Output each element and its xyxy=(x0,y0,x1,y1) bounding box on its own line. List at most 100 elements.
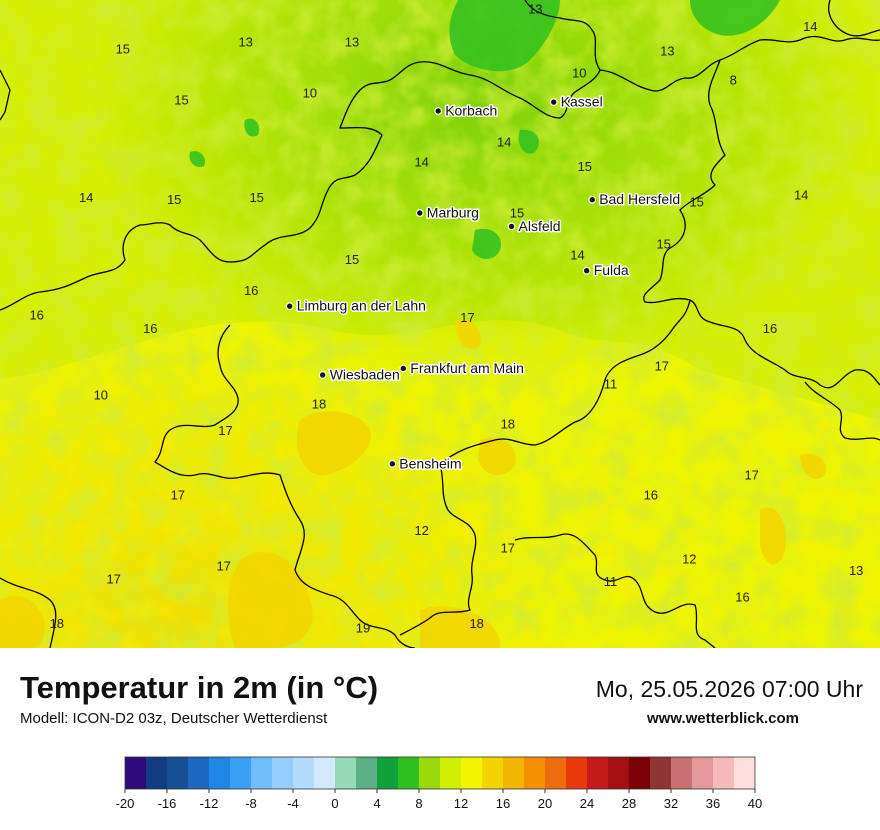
city-name: Korbach xyxy=(445,103,497,119)
legend-tick-label: 12 xyxy=(454,796,468,811)
legend-tick-label: -16 xyxy=(158,796,177,811)
temperature-label: 12 xyxy=(682,552,696,567)
temperature-label: 17 xyxy=(171,487,185,502)
city-name: Marburg xyxy=(427,205,479,221)
map-title: Temperatur in 2m (in °C) xyxy=(20,670,379,705)
temperature-label: 17 xyxy=(744,467,758,482)
city-alsfeld: Alsfeld xyxy=(507,216,562,235)
temperature-label: 19 xyxy=(356,621,370,636)
legend-color-cell xyxy=(566,757,588,789)
city-korbach: Korbach xyxy=(434,101,499,120)
temperature-label: 16 xyxy=(244,283,258,298)
legend-color-cell xyxy=(125,757,147,789)
temperature-label: 17 xyxy=(218,423,232,438)
legend-color-cell xyxy=(503,757,525,789)
temperature-label: 14 xyxy=(79,190,93,205)
legend-tick-label: 8 xyxy=(415,796,422,811)
city-dot xyxy=(399,364,408,373)
city-name: Bensheim xyxy=(399,455,461,471)
temperature-label: 15 xyxy=(167,192,181,207)
temperature-label: 13 xyxy=(238,35,252,50)
legend-tick-label: 24 xyxy=(580,796,594,811)
temperature-label: 18 xyxy=(501,416,515,431)
temperature-label: 14 xyxy=(570,248,584,263)
legend-color-cell xyxy=(398,757,420,789)
temperature-label: 15 xyxy=(345,252,359,267)
temperature-label: 14 xyxy=(414,154,428,169)
city-dot xyxy=(588,195,597,204)
legend-color-cell xyxy=(608,757,630,789)
legend-color-cell xyxy=(251,757,273,789)
city-name: Limburg an der Lahn xyxy=(297,298,426,314)
city-name: Alsfeld xyxy=(519,218,561,234)
legend-tick-label: 0 xyxy=(331,796,338,811)
temperature-label: 13 xyxy=(345,35,359,50)
temperature-label: 17 xyxy=(501,541,515,556)
legend-color-cell xyxy=(713,757,735,789)
temperature-label: 15 xyxy=(174,92,188,107)
legend-color-cell xyxy=(335,757,357,789)
temperature-label: 11 xyxy=(604,376,618,391)
temperature-legend: -20 -16 -12 -8 -4 0 4 8 12 16 20 24 28 32 36 40 xyxy=(116,756,762,811)
legend-color-cell xyxy=(482,757,504,789)
legend-color-cell xyxy=(734,757,756,789)
legend-color-cell xyxy=(146,757,168,789)
temperature-label: 18 xyxy=(469,616,483,631)
cold-spots xyxy=(189,0,780,259)
city-name: Kassel xyxy=(561,94,603,110)
temperature-labels: 13 14 15 13 13 13 10 8 15 10 14 15 14 14 15 15 14 15 15 15 1… xyxy=(29,1,863,635)
state-borders xyxy=(0,0,880,648)
legend-color-cell xyxy=(692,757,714,789)
legend-color-cell xyxy=(671,757,693,789)
legend-color-cell xyxy=(272,757,294,789)
temperature-label: 16 xyxy=(29,308,43,323)
temperature-label: 10 xyxy=(94,388,108,403)
city-wiesbaden: Wiesbaden xyxy=(318,365,401,384)
temperature-label: 10 xyxy=(572,66,586,81)
legend-color-cell xyxy=(356,757,378,789)
temperature-label: 17 xyxy=(460,310,474,325)
city-name: Fulda xyxy=(594,262,629,278)
legend-color-cell xyxy=(377,757,399,789)
city-name: Bad Hersfeld xyxy=(599,191,680,207)
city-name: Wiesbaden xyxy=(330,367,400,383)
model-info: Modell: ICON-D2 03z, Deutscher Wetterdie… xyxy=(20,710,328,727)
city-dot xyxy=(415,209,424,217)
website-link[interactable]: www.wetterblick.com xyxy=(647,710,799,727)
legend-color-cell xyxy=(629,757,651,789)
temperature-label: 13 xyxy=(849,563,863,578)
temperature-map: 13 14 15 13 13 13 10 8 15 10 14 15 14 14 15 15 14 15 15 15 1… xyxy=(0,0,880,648)
city-bensheim: Bensheim xyxy=(388,454,463,473)
legend-tick-label: 16 xyxy=(496,796,510,811)
city-kassel: Kassel xyxy=(549,92,604,111)
city-dot xyxy=(388,459,397,468)
temperature-label: 17 xyxy=(655,359,669,374)
temperature-label: 12 xyxy=(414,523,428,538)
temperature-label: 15 xyxy=(656,237,670,252)
map-footer: -20 -16 -12 -8 -4 0 4 8 12 16 20 24 28 32 36 40 Tempera… xyxy=(0,648,880,830)
city-dot xyxy=(318,371,327,379)
temperature-label: 15 xyxy=(249,190,263,205)
city-dot xyxy=(434,107,443,115)
legend-color-cell xyxy=(167,757,189,789)
city-dot xyxy=(285,302,294,311)
temperature-label: 10 xyxy=(303,86,317,101)
temperature-label: 15 xyxy=(689,194,703,209)
temperature-label: 16 xyxy=(763,321,777,336)
legend-color-cell xyxy=(188,757,210,789)
legend-frame xyxy=(124,756,756,790)
city-dot xyxy=(582,266,591,275)
city-name: Frankfurt am Main xyxy=(410,360,524,376)
temperature-label: 13 xyxy=(528,1,542,16)
temperature-label: 16 xyxy=(143,321,157,336)
legend-color-cell xyxy=(230,757,252,789)
temperature-label: 16 xyxy=(644,487,658,502)
temperature-label: 11 xyxy=(604,574,618,589)
city-markers: Kassel Korbach Bad Hersfeld Marburg Alsfeld F… xyxy=(285,92,682,473)
legend-color-cell xyxy=(293,757,315,789)
city-fulda: Fulda xyxy=(582,261,630,280)
legend-tick-label: 4 xyxy=(373,796,380,811)
legend-tick-label: 36 xyxy=(706,796,720,811)
city-limburg-an-der-lahn: Limburg an der Lahn xyxy=(285,296,427,315)
legend-tick-label: 20 xyxy=(538,796,552,811)
